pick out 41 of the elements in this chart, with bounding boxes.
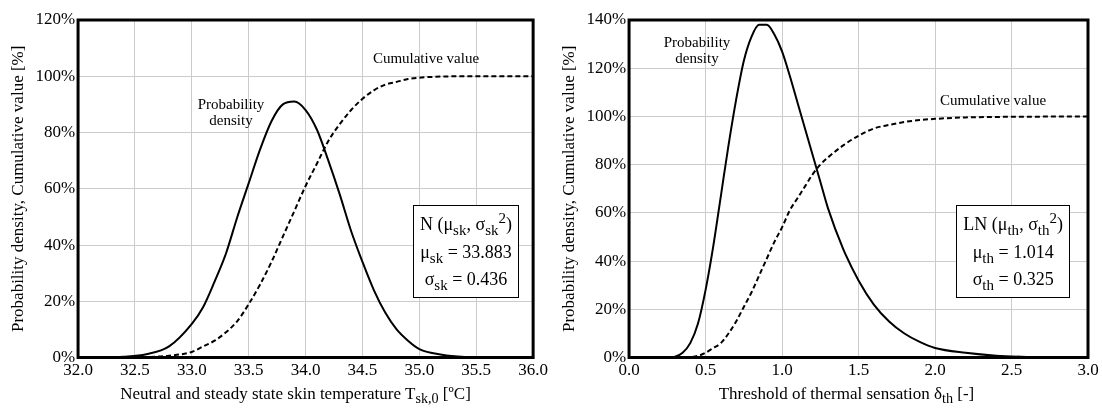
y-tick-label: 100% xyxy=(35,65,76,85)
y-tick-label: 60% xyxy=(594,202,627,222)
x-tick-label: 1.0 xyxy=(771,360,793,380)
x-axis-title: Threshold of thermal sensation δ$_{th}$ [-] xyxy=(717,384,976,408)
x-tick-label: 1.5 xyxy=(847,360,870,380)
x-tick-label: 2.0 xyxy=(924,360,946,380)
x-tick-label: 3.0 xyxy=(1077,360,1099,380)
annotation: Probability density xyxy=(196,96,266,128)
annotation: μ$_{th}$ = 1.014 xyxy=(971,240,1055,268)
annotation: σ$_{th}$ = 0.325 xyxy=(971,268,1055,295)
y-tick-label: 120% xyxy=(586,57,627,77)
x-axis-title: Neutral and steady state skin temperature T$_{sk,0}$ [ºC] xyxy=(119,384,472,408)
annotation: μ$_{sk}$ = 33.883 xyxy=(419,240,512,268)
y-tick-label: 20% xyxy=(43,290,76,310)
x-tick-label: 33.5 xyxy=(233,360,264,380)
x-tick-label: 33.0 xyxy=(176,360,207,380)
y-tick-label: 100% xyxy=(586,105,627,125)
x-tick-label: 35.0 xyxy=(404,360,435,380)
x-tick-label: 0.5 xyxy=(694,360,717,380)
y-axis-title: Probability density, Cumulative value [%] xyxy=(7,45,27,333)
annotation: Cumulative value xyxy=(371,50,481,66)
x-tick-label: 35.5 xyxy=(461,360,492,380)
y-tick-label: 20% xyxy=(594,298,627,318)
y-tick-label: 40% xyxy=(43,234,76,254)
y-axis-title: Probability density, Cumulative value [%] xyxy=(558,45,578,333)
x-tick-label: 2.5 xyxy=(1000,360,1023,380)
annotation: Probability density xyxy=(662,34,732,66)
annotation: N (μ$_{sk}$, σ$_{sk}$$^{2}$) xyxy=(419,209,512,240)
y-tick-label: 60% xyxy=(43,178,76,198)
x-tick-label: 34.5 xyxy=(347,360,378,380)
x-tick-label: 36.0 xyxy=(518,360,548,380)
y-tick-label: 40% xyxy=(594,250,627,270)
y-tick-label: 80% xyxy=(43,122,76,141)
x-tick-label: 32.5 xyxy=(120,360,150,380)
y-tick-label: 140% xyxy=(586,9,627,29)
x-tick-label: 34.0 xyxy=(290,360,321,380)
y-tick-label: 80% xyxy=(594,154,627,174)
y-tick-label: 120% xyxy=(35,9,76,29)
annotation: Cumulative value xyxy=(938,92,1048,108)
annotation: σ$_{sk}$ = 0.436 xyxy=(423,268,509,295)
annotation: LN (μ$_{th}$, σ$_{th}$$^{2}$) xyxy=(963,209,1063,240)
